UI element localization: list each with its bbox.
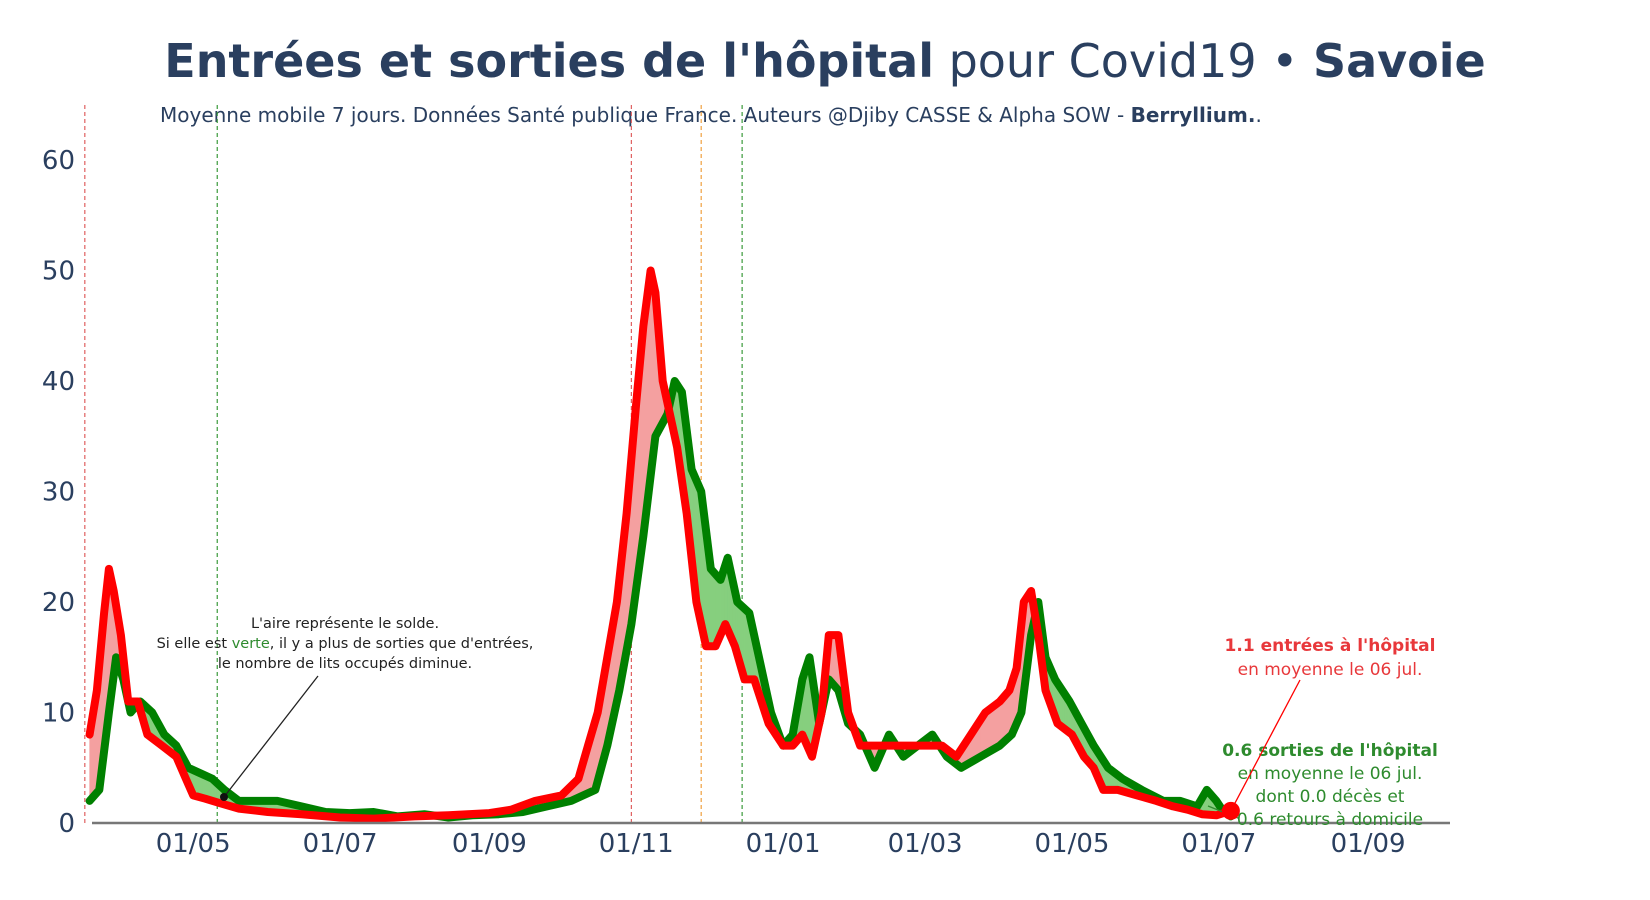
grid-layer <box>84 105 743 823</box>
balance-area-segment <box>992 704 996 751</box>
solde-pointer-dot <box>220 793 228 801</box>
solde-annotation-line2: Si elle est verte, il y a plus de sortie… <box>157 636 534 652</box>
y-tick-label: 0 <box>58 809 75 839</box>
x-tick-label: 01/03 <box>888 829 963 859</box>
series-line-layer <box>85 266 1235 823</box>
y-tick-label: 60 <box>42 146 75 176</box>
entrees-pointer-line <box>1230 679 1301 812</box>
balance-area-segment <box>710 568 714 647</box>
solde-annotation-line1: L'aire représente le solde. <box>251 616 439 632</box>
series-line-sorties <box>85 377 1235 822</box>
sorties-annotation-sub3: 0.6 retours à domicile <box>1237 810 1423 830</box>
x-tick-label: 01/07 <box>1181 829 1256 859</box>
entrees-last-marker <box>1221 801 1240 820</box>
axis-layer: 0 10 20 30 40 50 60 01/05 01/07 01/09 01/11 01/01 01… <box>42 146 1450 859</box>
y-tick-label: 20 <box>42 588 75 618</box>
balance-area-segment <box>997 700 1001 748</box>
sorties-annotation-sub2: dont 0.0 décès et <box>1256 787 1405 807</box>
series-line-entrees <box>85 266 1235 823</box>
y-tick-label: 40 <box>42 367 75 397</box>
x-tick-label: 01/01 <box>746 829 821 859</box>
chart-subtitle: Moyenne mobile 7 jours. Données Santé pu… <box>160 103 1262 127</box>
annotation-layer: L'aire représente le solde. Si elle est … <box>157 616 1438 830</box>
sorties-annotation-sub1: en moyenne le 06 jul. <box>1238 764 1423 784</box>
x-tick-label: 01/07 <box>303 829 378 859</box>
entrees-annotation-value: 1.1 entrées à l'hôpital <box>1225 636 1436 656</box>
chart-title: Entrées et sorties de l'hôpital pour Cov… <box>164 34 1486 88</box>
balance-area-segment <box>712 570 716 647</box>
y-tick-label: 30 <box>42 478 75 508</box>
x-tick-label: 01/09 <box>1331 829 1406 859</box>
y-tick-label: 50 <box>42 257 75 287</box>
x-tick-label: 01/05 <box>156 829 231 859</box>
x-tick-label: 01/05 <box>1035 829 1110 859</box>
entrees-annotation-sub: en moyenne le 06 jul. <box>1238 660 1423 680</box>
x-tick-label: 01/09 <box>452 829 527 859</box>
solde-annotation-line3: le nombre de lits occupés diminue. <box>218 656 472 672</box>
x-tick-label: 01/11 <box>599 829 674 859</box>
sorties-annotation-value: 0.6 sorties de l'hôpital <box>1222 741 1438 761</box>
balance-area-segment <box>994 702 998 749</box>
balance-area-segment <box>989 706 993 752</box>
solde-pointer-line <box>223 675 319 798</box>
y-tick-label: 10 <box>42 699 75 729</box>
